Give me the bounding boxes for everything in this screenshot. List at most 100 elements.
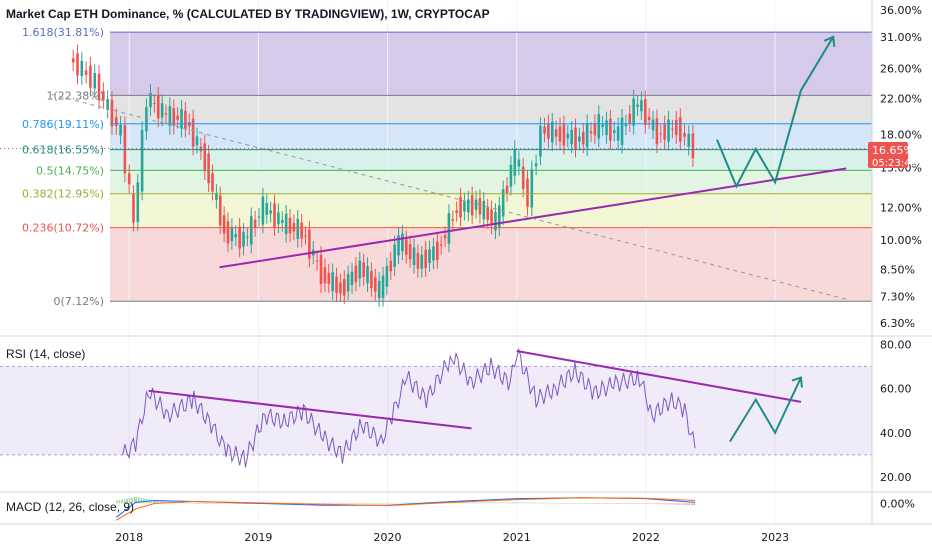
macd-histogram-bar (583, 503, 586, 504)
macd-histogram-bar (591, 503, 593, 504)
macd-histogram-bar (332, 503, 335, 505)
macd-histogram-bar (340, 503, 343, 504)
macd-histogram-bar (618, 503, 621, 504)
candle-body (164, 113, 168, 115)
macd-histogram-bar (621, 503, 623, 504)
macd-histogram-bar (407, 502, 410, 504)
fib-level-label: 1(22.38%) (46, 89, 104, 102)
candle-body (156, 95, 160, 119)
candle-body (300, 222, 303, 239)
x-tick-label: 2021 (503, 531, 531, 544)
fib-level-label: 0.382(12.95%) (22, 188, 104, 201)
candle-body (401, 233, 404, 252)
macd-histogram-bar (397, 502, 400, 504)
candle-body (172, 108, 176, 126)
candle-body (513, 149, 517, 176)
candle-body (451, 219, 455, 221)
candle-body (620, 117, 624, 145)
chart-title: Market Cap ETH Dominance, % (CALCULATED … (6, 7, 490, 21)
macd-histogram-bar (116, 500, 118, 504)
candle-body (246, 236, 249, 238)
rsi-tick-label: 80.00 (880, 338, 912, 351)
candle-body (585, 123, 589, 148)
macd-histogram-bar (561, 503, 564, 504)
candle-body (346, 274, 350, 292)
candle-body (447, 213, 451, 244)
candle-body (554, 129, 558, 137)
price-badge[interactable]: 16.65% 05:23:41 (868, 142, 917, 169)
macd-histogram-bar (546, 502, 549, 504)
macd-histogram-bar (121, 499, 123, 504)
candle-body (404, 239, 408, 255)
macd-histogram-bar (372, 503, 375, 504)
rsi-tick-label: 40.00 (880, 427, 912, 440)
price-tick-label: 12.00% (880, 201, 922, 214)
candle-body (509, 164, 513, 187)
macd-histogram-bar (636, 503, 638, 504)
macd-histogram-bar (241, 503, 243, 504)
candle-body (412, 247, 416, 266)
candle-body (494, 211, 497, 231)
macd-histogram-bar (208, 503, 211, 504)
macd-histogram-bar (464, 502, 467, 504)
candle-body (558, 126, 562, 142)
rsi-title: RSI (14, close) (6, 347, 85, 361)
macd-histogram-bar (248, 503, 251, 504)
candle-body (570, 129, 573, 145)
macd-histogram-bar (187, 502, 190, 504)
macd-histogram-bar (497, 502, 499, 504)
candle-body (547, 123, 550, 139)
macd-histogram-bar (571, 503, 574, 504)
macd-histogram-bar (489, 502, 492, 504)
macd-histogram-bar (206, 503, 208, 504)
rsi-panel: 80.00 60.00 40.00 20.00 (0, 338, 912, 484)
macd-histogram-bar (325, 503, 328, 505)
macd-histogram-bar (459, 502, 462, 504)
candle-body (605, 120, 608, 136)
candle-body (530, 169, 534, 208)
candle-body (636, 104, 639, 107)
candle-body (466, 199, 470, 213)
macd-histogram-bar (400, 502, 402, 504)
projection-path (716, 36, 835, 189)
candle-body (354, 265, 358, 283)
macd-histogram-bar (504, 502, 507, 504)
macd-histogram-bar (658, 503, 661, 505)
candle-body (624, 123, 628, 127)
candle-body (687, 134, 691, 147)
macd-histogram-bar (623, 503, 626, 504)
macd-histogram-bar (367, 503, 370, 504)
macd-histogram-bar (514, 502, 517, 504)
candle-body (93, 73, 97, 89)
macd-histogram-bar (541, 502, 544, 504)
macd-histogram-bar (138, 497, 140, 504)
candle-body (443, 235, 447, 239)
macd-histogram-bar (193, 503, 196, 504)
candle-body (655, 118, 659, 145)
macd-histogram-bar (502, 502, 504, 504)
candle-body (265, 203, 269, 215)
macd-histogram-bar (365, 503, 368, 504)
macd-histogram-bar (526, 502, 529, 504)
fib-band-2 (110, 123, 872, 150)
macd-histogram-bar (377, 503, 380, 504)
macd-histogram-bar (606, 503, 608, 504)
candle-body (315, 260, 319, 262)
candle-body (184, 110, 187, 129)
macd-histogram-bar (685, 503, 688, 505)
macd-histogram-bar (611, 503, 613, 504)
macd-line (115, 497, 696, 518)
macd-histogram-bar (673, 503, 676, 505)
macd-histogram-bar (228, 503, 231, 504)
macd-histogram-bar (352, 503, 355, 504)
macd-histogram-bar (415, 502, 417, 504)
macd-histogram-bar (579, 503, 581, 504)
macd-histogram-bar (569, 503, 571, 504)
candle-body (323, 267, 327, 284)
candle-body (226, 221, 230, 244)
candle-body (521, 166, 525, 189)
macd-histogram-bar (223, 503, 226, 504)
macd-histogram-bar (598, 503, 601, 504)
grid (128, 0, 776, 524)
macd-histogram-bar (531, 502, 534, 504)
